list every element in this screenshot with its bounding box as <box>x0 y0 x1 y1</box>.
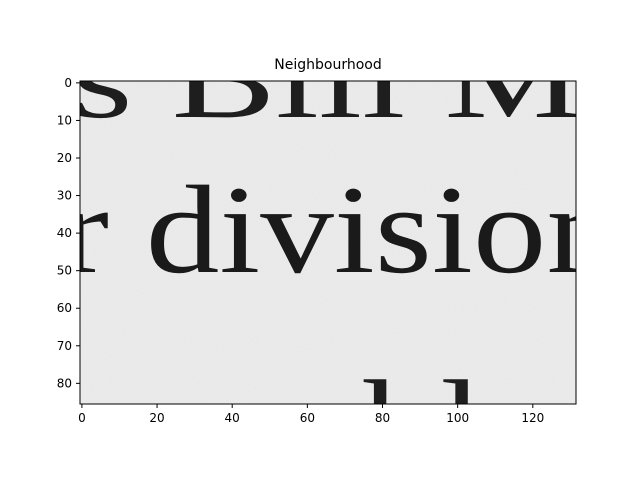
x-tick-label: 80 <box>375 411 390 425</box>
y-axis: 0 10 20 30 40 50 60 70 80 <box>57 76 80 390</box>
x-tick-label: 60 <box>300 411 315 425</box>
y-tick-label: 40 <box>57 226 72 240</box>
y-tick-label: 70 <box>57 339 72 353</box>
x-tick-label: 100 <box>446 411 469 425</box>
image-text-line-2: r division <box>60 161 620 300</box>
x-tick-label: 40 <box>225 411 240 425</box>
x-tick-label: 120 <box>521 411 544 425</box>
x-tick-label: 20 <box>149 411 164 425</box>
y-tick-label: 50 <box>57 264 72 278</box>
y-tick-label: 80 <box>57 376 72 390</box>
grayscale-image: s Bill Mc r division s on blac <box>60 18 640 480</box>
y-tick-label: 30 <box>57 189 72 203</box>
x-tick-label: 0 <box>78 411 86 425</box>
y-tick-label: 0 <box>64 76 72 90</box>
y-tick-label: 20 <box>57 151 72 165</box>
image-text-line-1: s Bill Mc <box>72 18 640 142</box>
x-axis: 0 20 40 60 80 100 120 <box>78 404 544 425</box>
axes-frame <box>79 80 577 405</box>
image-noise <box>80 81 576 404</box>
y-tick-label: 10 <box>57 113 72 127</box>
image-text-line-3: s on blac <box>74 354 619 480</box>
plot-title: Neighbourhood <box>274 57 382 73</box>
y-tick-label: 60 <box>57 301 72 315</box>
